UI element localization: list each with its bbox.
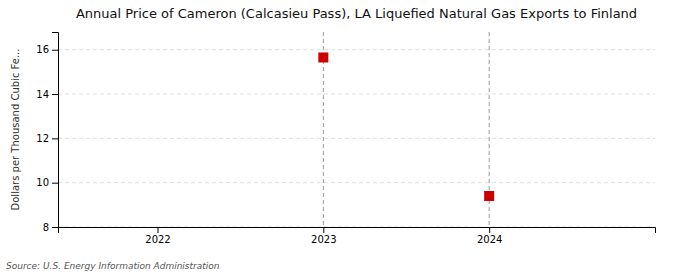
tick-mark <box>52 50 58 51</box>
tick-mark <box>323 227 324 233</box>
tick: 16 <box>36 44 58 55</box>
x-axis: 2022 2023 2024 <box>59 227 656 245</box>
point <box>318 52 328 62</box>
y-axis: 8 10 12 14 16 <box>36 33 58 233</box>
tick-label: 8 <box>43 222 49 233</box>
tick: 2024 <box>477 227 502 245</box>
title: Annual Price of Cameron (Calcasieu Pass)… <box>76 6 637 21</box>
tick-label: 2023 <box>311 234 336 245</box>
grid-line <box>58 182 655 183</box>
tick-label: 2024 <box>477 234 502 245</box>
tick-mark <box>52 183 58 184</box>
tick-label: 2022 <box>145 234 170 245</box>
grid <box>58 50 655 227</box>
tick-label: 12 <box>36 133 49 144</box>
plot-area: 2022 2023 2024 8 10 12 14 16 <box>36 32 655 245</box>
tick: 2023 <box>311 227 336 245</box>
y-axis-title: Dollars per Thousand Cubic Fe... <box>10 49 21 211</box>
point <box>484 191 494 201</box>
tick-mark <box>158 227 159 233</box>
grid-line <box>58 49 655 50</box>
grid-line <box>58 94 655 95</box>
tick: 14 <box>36 89 58 100</box>
tick: 10 <box>36 177 58 188</box>
axis-line <box>52 33 59 228</box>
marks <box>318 32 494 227</box>
axis-line <box>59 228 656 234</box>
tick: 2022 <box>145 227 170 245</box>
chart-svg: 2022 2023 2024 8 10 12 14 16 Annual Price of Cam… <box>0 0 675 275</box>
tick-label: 16 <box>36 44 49 55</box>
tick-mark <box>52 94 58 95</box>
tick: 8 <box>43 222 58 233</box>
tick: 12 <box>36 133 58 144</box>
tick-mark <box>489 227 490 233</box>
tick-mark <box>52 138 58 139</box>
grid-line <box>58 138 655 139</box>
tick-label: 14 <box>36 89 49 100</box>
annotation: Source: U.S. Energy Information Administ… <box>6 261 220 271</box>
chart-container: 2022 2023 2024 8 10 12 14 16 Annual Price of Cam… <box>0 0 675 275</box>
tick-label: 10 <box>36 177 49 188</box>
tick-mark <box>52 227 58 228</box>
